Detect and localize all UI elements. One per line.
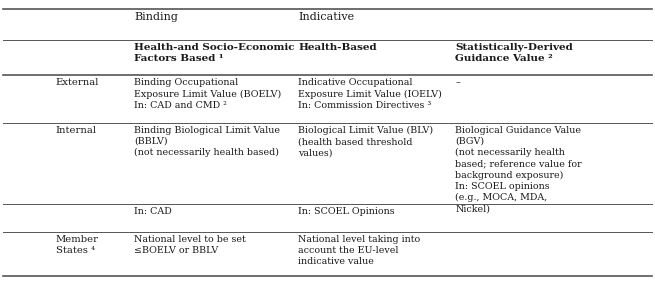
Text: –: –	[455, 78, 460, 87]
Text: Statistically-Derived
Guidance Value ²: Statistically-Derived Guidance Value ²	[455, 43, 573, 63]
Text: Member
States ⁴: Member States ⁴	[56, 235, 99, 255]
Text: Binding: Binding	[134, 12, 178, 22]
Text: External: External	[56, 78, 99, 87]
Text: National level to be set
≤BOELV or BBLV: National level to be set ≤BOELV or BBLV	[134, 235, 246, 255]
Text: Internal: Internal	[56, 126, 97, 135]
Text: Health-and Socio-Economic
Factors Based ¹: Health-and Socio-Economic Factors Based …	[134, 43, 295, 63]
Text: Binding Biological Limit Value
(BBLV)
(not necessarily health based): Binding Biological Limit Value (BBLV) (n…	[134, 126, 280, 157]
Text: National level taking into
account the EU-level
indicative value: National level taking into account the E…	[298, 235, 421, 266]
Text: In: CAD: In: CAD	[134, 207, 172, 216]
Text: Health-Based: Health-Based	[298, 43, 377, 52]
Text: Biological Limit Value (BLV)
(health based threshold
values): Biological Limit Value (BLV) (health bas…	[298, 126, 433, 157]
Text: Indicative: Indicative	[298, 12, 354, 22]
Text: Binding Occupational
Exposure Limit Value (BOELV)
In: CAD and CMD ²: Binding Occupational Exposure Limit Valu…	[134, 78, 282, 110]
Text: Biological Guidance Value
(BGV)
(not necessarily health
based; reference value f: Biological Guidance Value (BGV) (not nec…	[455, 126, 582, 213]
Text: Indicative Occupational
Exposure Limit Value (IOELV)
In: Commission Directives ³: Indicative Occupational Exposure Limit V…	[298, 78, 442, 110]
Text: In: SCOEL Opinions: In: SCOEL Opinions	[298, 207, 395, 216]
